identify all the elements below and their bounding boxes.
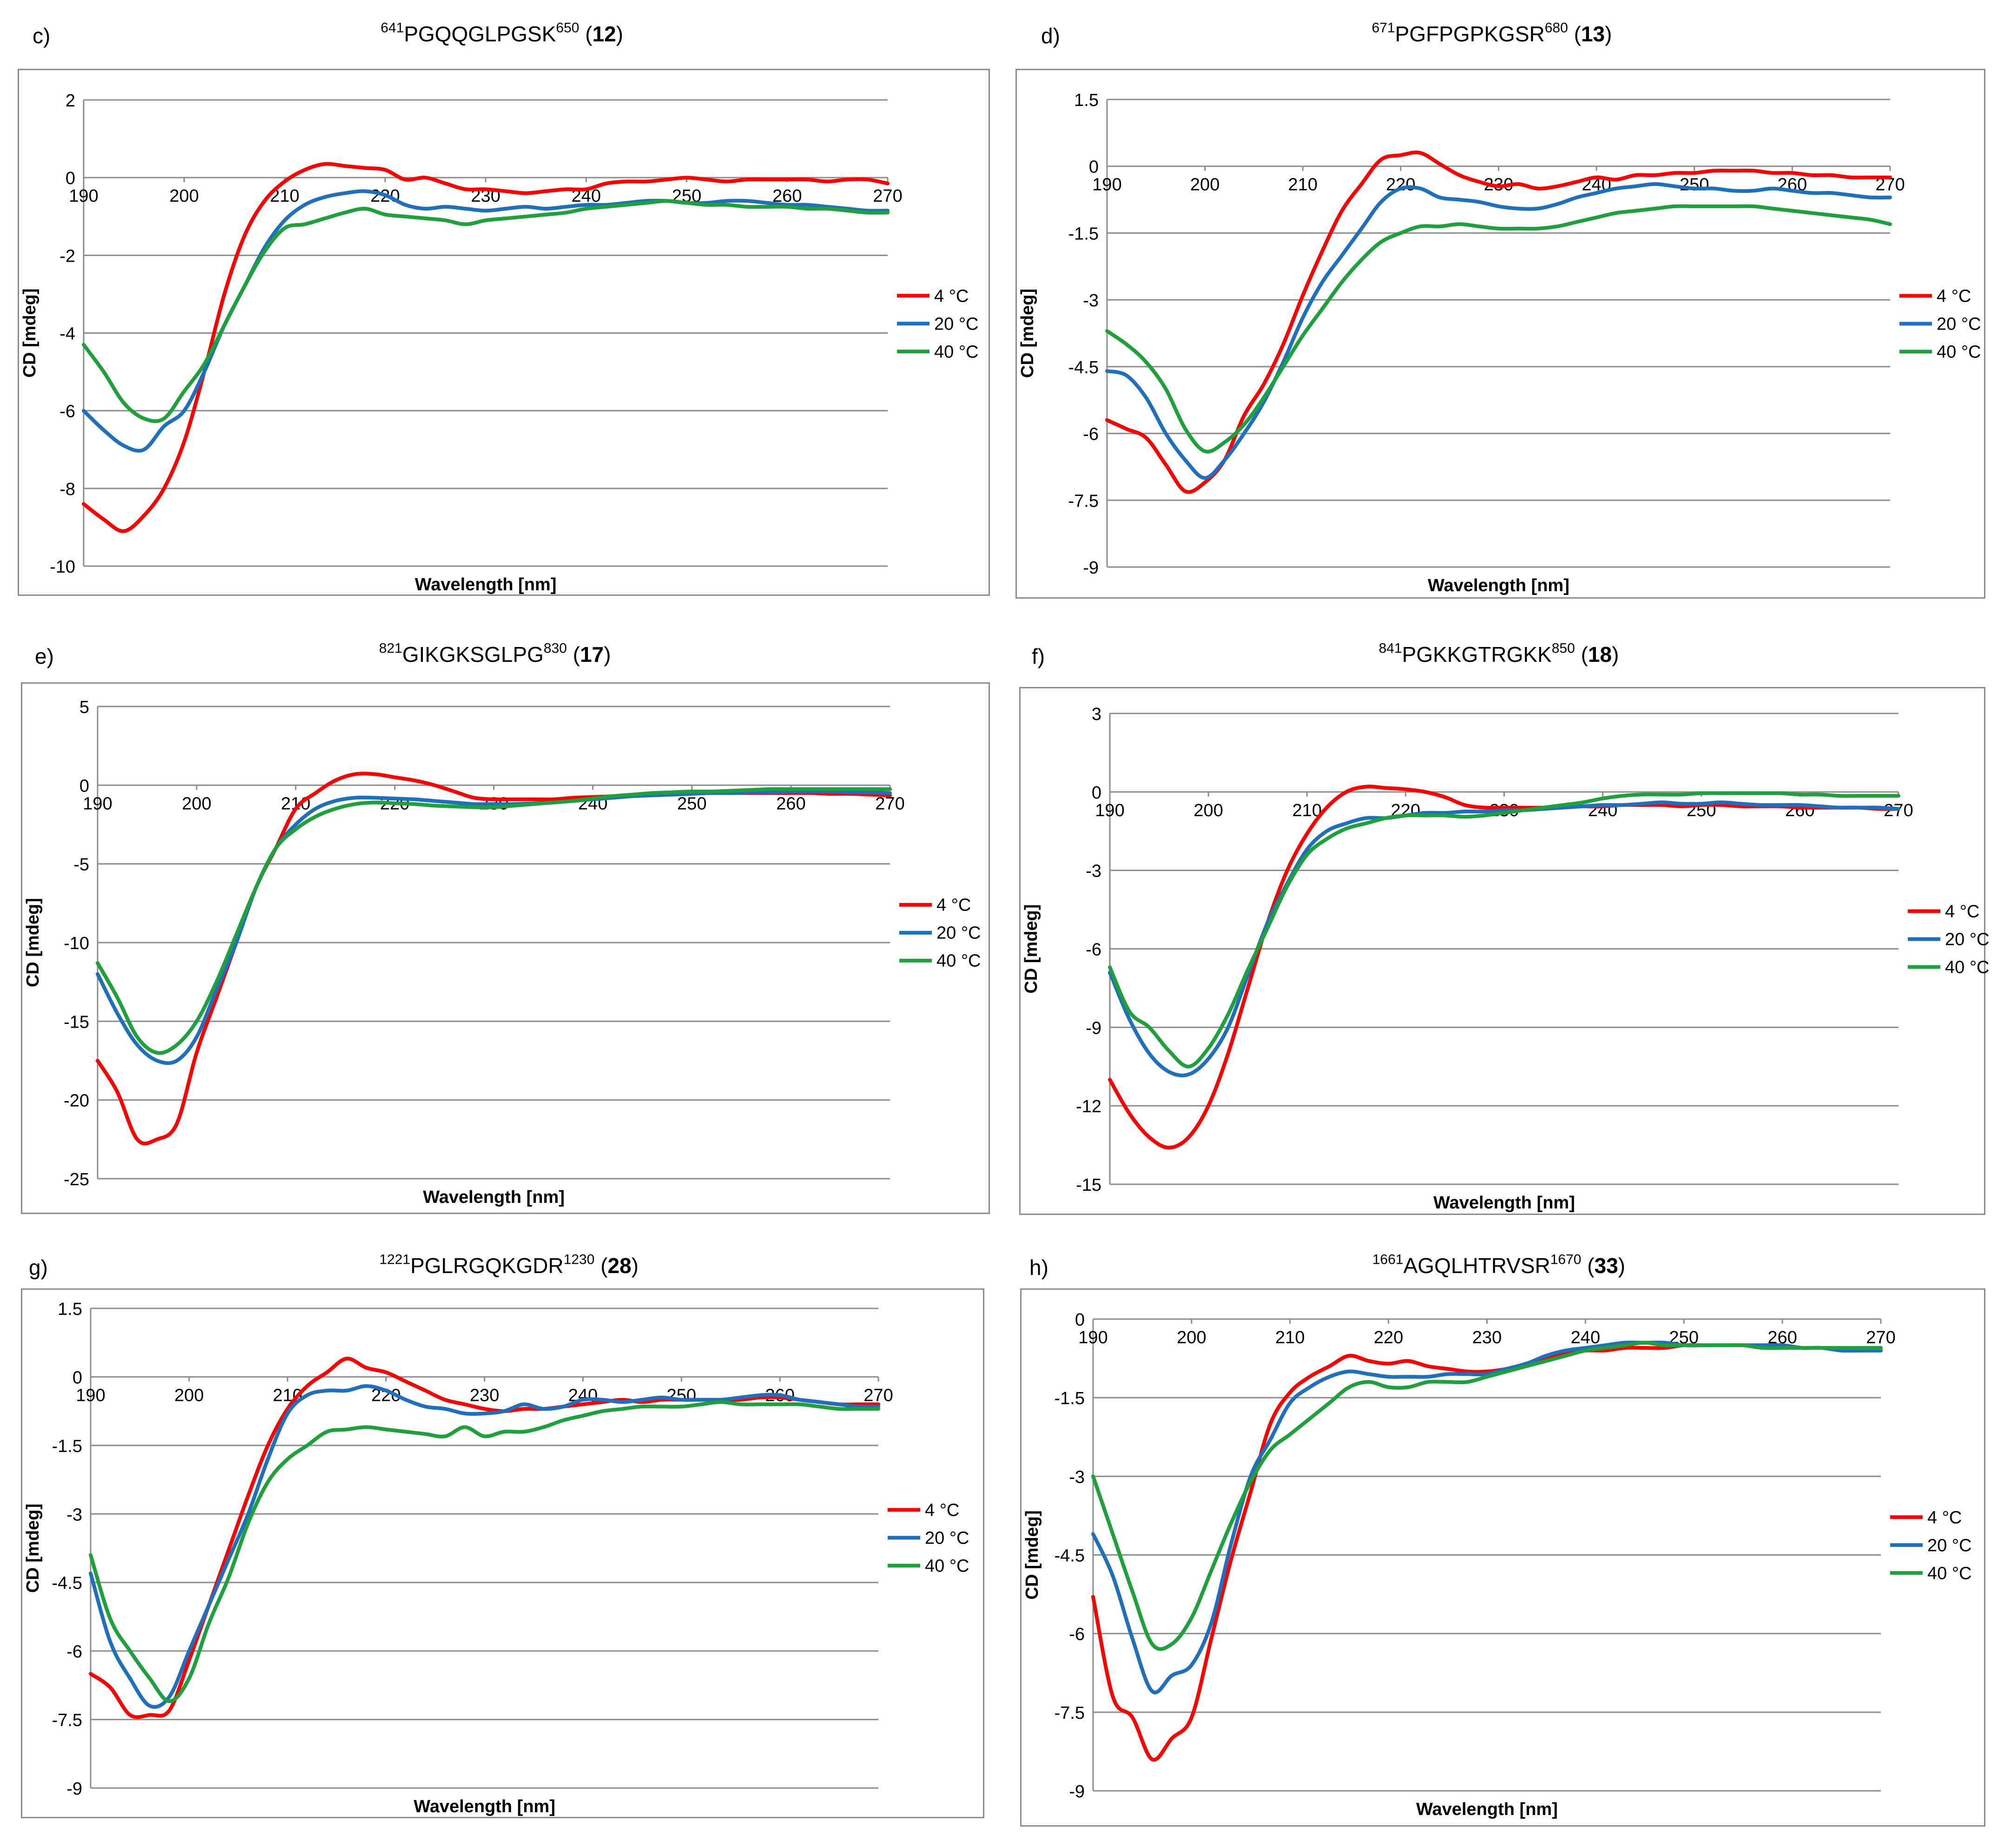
panel-letter: d) bbox=[1041, 24, 1060, 48]
title-end-residue: 850 bbox=[1551, 640, 1575, 656]
title-start-residue: 1661 bbox=[1372, 1252, 1404, 1267]
chart-title: 841PGKKGTRGKK850 (18) bbox=[1378, 640, 1619, 667]
chart-area-border bbox=[1020, 1288, 1985, 1827]
title-start-residue: 641 bbox=[381, 20, 404, 36]
panel-letter: e) bbox=[35, 644, 54, 668]
panel-letter: c) bbox=[33, 24, 51, 48]
title-compound-number: 33 bbox=[1594, 1254, 1618, 1278]
title-compound-number: 18 bbox=[1588, 642, 1612, 667]
title-start-residue: 841 bbox=[1378, 640, 1402, 656]
title-end-residue: 680 bbox=[1544, 20, 1568, 36]
chart-area-border bbox=[1019, 687, 1985, 1215]
chart-area-border bbox=[21, 682, 990, 1214]
title-compound-number: 28 bbox=[607, 1254, 632, 1278]
chart-area-border bbox=[21, 1288, 984, 1818]
chart-title: 821GIKGKSGLPG830 (17) bbox=[379, 640, 611, 667]
title-compound-number: 12 bbox=[592, 22, 616, 46]
chart-title: 1661AGQLHTRVSR1670 (33) bbox=[1372, 1252, 1626, 1278]
title-start-residue: 671 bbox=[1371, 20, 1395, 36]
panel-letter: f) bbox=[1032, 644, 1045, 668]
title-end-residue: 650 bbox=[556, 20, 580, 36]
panel-letter: h) bbox=[1029, 1255, 1048, 1280]
title-end-residue: 1670 bbox=[1550, 1252, 1582, 1267]
chart-title: 671PGFPGPKGSR680 (13) bbox=[1371, 20, 1612, 46]
panel-letter: g) bbox=[29, 1255, 48, 1280]
title-end-residue: 830 bbox=[543, 640, 567, 656]
chart-area-border bbox=[18, 69, 990, 596]
title-compound-number: 17 bbox=[580, 642, 604, 667]
title-compound-number: 13 bbox=[1581, 22, 1605, 46]
title-sequence: PGQQGLPGSK bbox=[404, 22, 556, 46]
title-start-residue: 1221 bbox=[379, 1252, 410, 1267]
title-sequence: PGFPGPKGSR bbox=[1395, 22, 1545, 46]
title-sequence: PGKKGTRGKK bbox=[1402, 642, 1552, 667]
title-sequence: GIKGKSGLPG bbox=[402, 642, 544, 667]
title-sequence: PGLRGQKGDR bbox=[410, 1254, 564, 1278]
title-sequence: AGQLHTRVSR bbox=[1403, 1254, 1550, 1278]
chart-area-border bbox=[1015, 69, 1985, 599]
chart-title: 1221PGLRGQKGDR1230 (28) bbox=[379, 1252, 639, 1278]
chart-title: 641PGQQGLPGSK650 (12) bbox=[381, 20, 623, 46]
title-end-residue: 1230 bbox=[563, 1252, 595, 1267]
title-start-residue: 821 bbox=[379, 640, 402, 656]
